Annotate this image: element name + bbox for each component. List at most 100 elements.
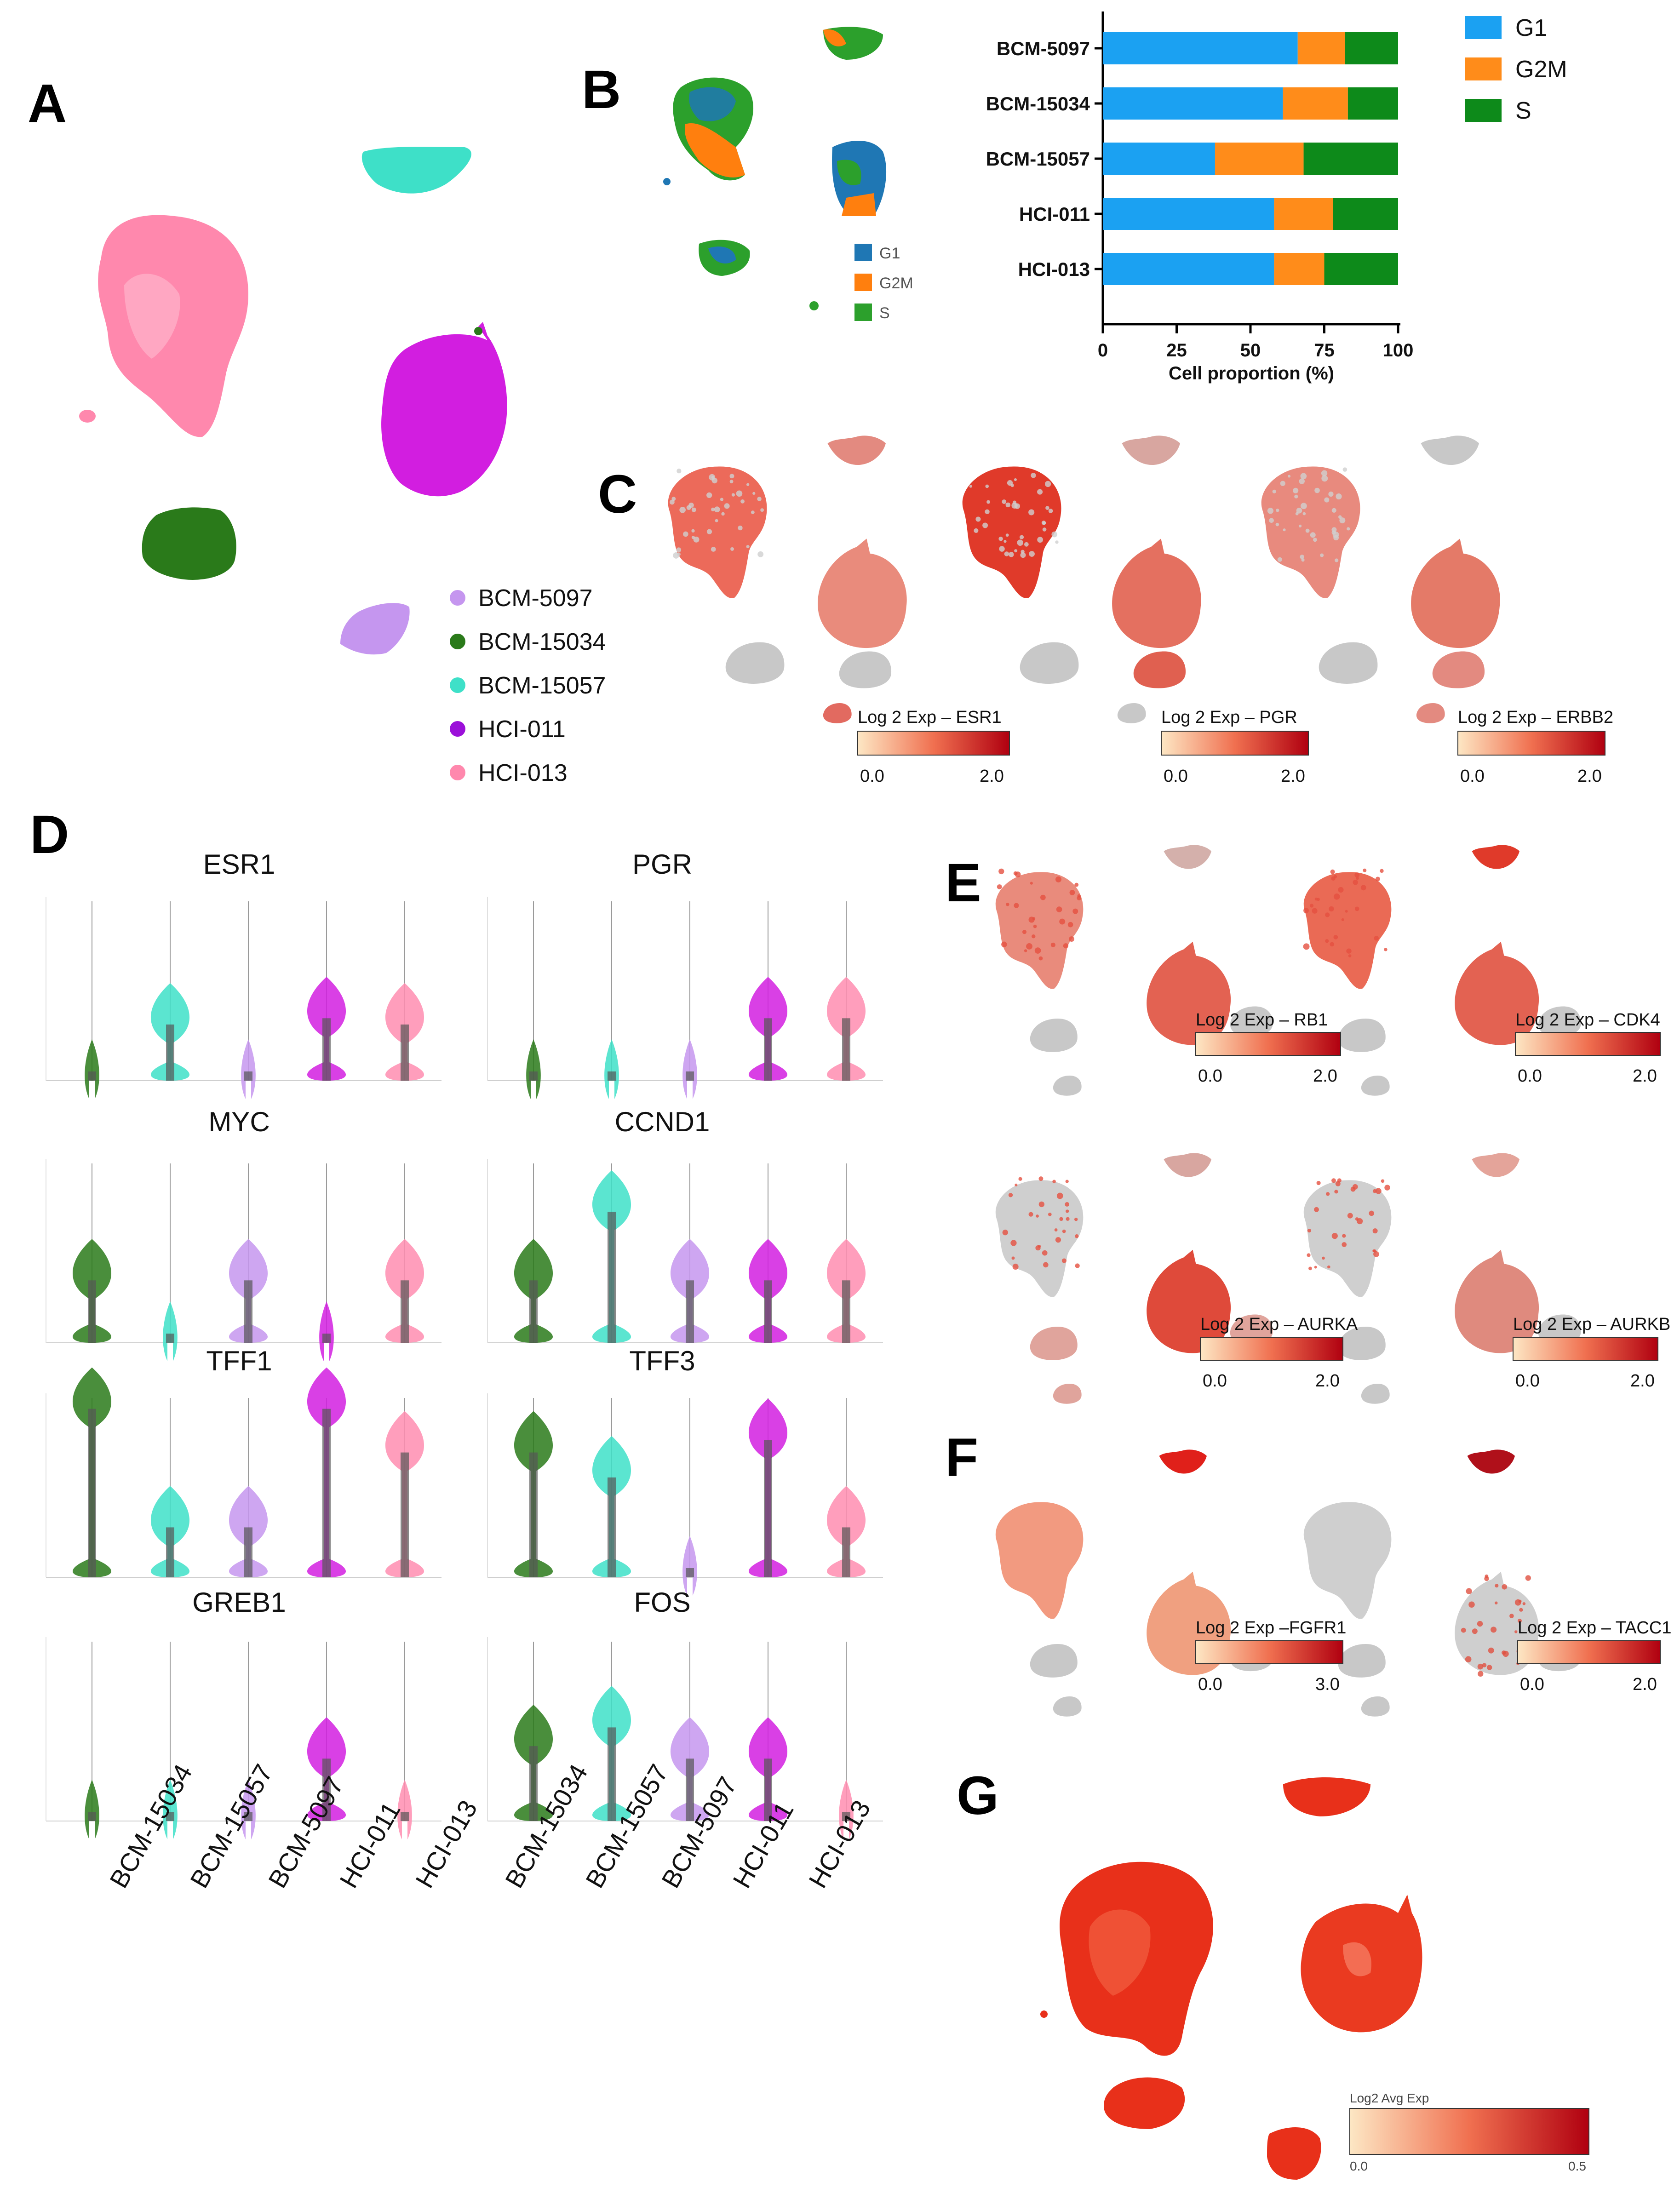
scale-g-min: 0.0 (1350, 2159, 1368, 2173)
cell-dot (1072, 908, 1078, 914)
umap-b-top-g2m (823, 29, 846, 46)
violin-box (401, 1452, 409, 1577)
cluster-hci-013-small (79, 410, 96, 423)
cell-dot (1341, 918, 1344, 921)
scale-c-erbb2-max: 2.0 (1577, 767, 1602, 786)
cell-dot (999, 546, 1005, 552)
cell-dot (1288, 475, 1291, 478)
cell-dot (1308, 1266, 1312, 1271)
cell-dot (1032, 934, 1036, 939)
cell-dot (1065, 1180, 1069, 1183)
bar-category-label: BCM-15034 (986, 93, 1090, 115)
cell-dot (1302, 512, 1306, 515)
umap-f-0-big (995, 1502, 1084, 1619)
bar-bcm-5097-g1 (1103, 32, 1298, 64)
cell-dot (1331, 530, 1336, 535)
umap-c-2-mid (1411, 538, 1500, 648)
scale-e-aurka: Log 2 Exp – AURKA 0.0 2.0 (1200, 1315, 1358, 1391)
stacked-bar-chart: Cell proportion (%) BCM-5097 BCM-15034 BCM… (986, 11, 1413, 384)
scale-f-fgfr1-max: 3.0 (1315, 1675, 1340, 1694)
cell-dot (1037, 489, 1043, 495)
cell-dot (1017, 539, 1023, 546)
cell-dot (1019, 535, 1024, 539)
violin-title-tff1: TFF1 (206, 1346, 272, 1376)
cell-dot (1048, 509, 1053, 513)
bar-bcm-15057-s (1303, 143, 1398, 175)
legend-a-dot-3 (450, 677, 465, 693)
umap-f-0-small (1053, 1696, 1082, 1717)
cell-dot (1065, 1202, 1070, 1207)
cell-dot (1296, 508, 1302, 514)
violin-box (764, 1758, 772, 1821)
cell-dot (1038, 1176, 1044, 1181)
cell-dot (1038, 1201, 1045, 1208)
cell-dot (1472, 1628, 1478, 1634)
cell-dot (1294, 494, 1298, 498)
cell-dot (1380, 869, 1384, 873)
cell-dot (1005, 502, 1011, 508)
umap-e (995, 845, 1581, 1404)
scale-f-tacc1-title: Log 2 Exp – TACC1 (1518, 1618, 1671, 1638)
umap-b-dot1 (663, 178, 671, 185)
umap-e-3-small (1361, 1384, 1390, 1404)
cell-dot (738, 525, 743, 531)
violin-box (88, 1409, 96, 1577)
cluster-bcm-15057 (361, 147, 471, 194)
xcat-left-1: BCM-15034 (104, 1759, 198, 1893)
cell-dot (1342, 467, 1347, 472)
umap-c-1-top (1122, 435, 1180, 465)
cell-dot (1066, 1209, 1069, 1213)
cell-dot (1055, 1237, 1061, 1243)
cell-dot (1314, 487, 1320, 493)
cell-dot (1326, 1192, 1330, 1196)
cell-dot (1010, 483, 1014, 487)
cell-dot (1028, 509, 1035, 515)
legend-bar-label-2: G2M (1515, 56, 1567, 83)
scale-g-bar (1349, 2108, 1589, 2155)
scale-e-aurka-bar (1200, 1337, 1343, 1361)
violin-box (529, 1071, 538, 1081)
cell-dot (1034, 947, 1041, 954)
umap-c-2-top (1421, 435, 1479, 465)
cell-dot (1038, 956, 1043, 961)
umap-b (663, 27, 887, 310)
cell-dot (688, 502, 694, 508)
violin-box (686, 1071, 694, 1081)
legend-a-label-3: BCM-15057 (478, 672, 606, 699)
umap-c-1-low (1020, 642, 1079, 684)
cell-dot (1509, 1614, 1514, 1618)
violin-greb1-4 (397, 1780, 412, 1839)
violin-title-ccnd1: CCND1 (615, 1106, 710, 1137)
scale-f-tacc1-max: 2.0 (1633, 1675, 1657, 1694)
scale-c-pgr-bar (1161, 731, 1309, 756)
cell-dot (1295, 512, 1299, 515)
cell-dot (1052, 1180, 1056, 1184)
bar-hci-013-g1 (1103, 253, 1274, 285)
scale-e-aurka-min: 0.0 (1203, 1371, 1227, 1391)
panel-letter-b: B (582, 59, 621, 120)
cell-dot (706, 492, 712, 498)
umap-e-1-big (1303, 872, 1392, 989)
violin-box (529, 1746, 538, 1821)
violin-title-esr1: ESR1 (203, 849, 275, 880)
violin-box (166, 1334, 174, 1343)
umap-e-0-low (1030, 1019, 1078, 1052)
cell-dot (1307, 1229, 1311, 1233)
legend-b-bar: G1 G2M S (1465, 15, 1567, 124)
cell-dot (1313, 538, 1317, 542)
violin-title-tff3: TFF3 (629, 1346, 695, 1376)
cell-dot (1347, 527, 1350, 531)
cell-dot (1012, 500, 1017, 504)
umap-e-1-small (1361, 1076, 1390, 1096)
cluster-hci-013-light (124, 274, 180, 359)
bar-hci-011-g2m (1274, 198, 1333, 230)
umap-c-0-small (823, 703, 852, 723)
cell-dot (1327, 1265, 1330, 1269)
cell-dot (1363, 868, 1367, 872)
cell-dot (1002, 1229, 1008, 1236)
cell-dot (1026, 943, 1032, 950)
legend-a-dot-5 (450, 765, 465, 780)
cell-dot (1011, 1256, 1015, 1260)
cell-dot (1040, 894, 1046, 900)
cell-dot (1061, 1258, 1066, 1263)
